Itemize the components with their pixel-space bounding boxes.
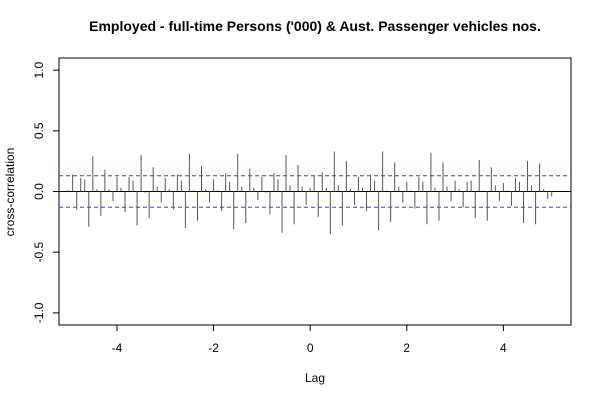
y-tick-label: -0.5 [32, 242, 46, 263]
reference-lines [59, 175, 571, 208]
correlation-stems [68, 151, 553, 234]
x-tick-label: 0 [307, 341, 314, 355]
x-tick-label: -4 [112, 341, 123, 355]
x-tick-label: -2 [208, 341, 219, 355]
y-tick-label: 0.5 [32, 122, 46, 139]
y-axis: 1.0 0.5 0.0 -0.5 -1.0 [32, 61, 59, 323]
x-tick-label: 4 [500, 341, 507, 355]
chart-title: Employed - full-time Persons ('000) & Au… [89, 18, 541, 34]
y-tick-label: -1.0 [32, 302, 46, 323]
x-axis: -4 -2 0 2 4 [112, 325, 507, 355]
x-axis-label: Lag [305, 371, 325, 385]
y-axis-label: cross-correlation [3, 148, 17, 237]
x-tick-label: 2 [403, 341, 410, 355]
y-tick-label: 0.0 [32, 183, 46, 200]
y-tick-label: 1.0 [32, 61, 46, 78]
